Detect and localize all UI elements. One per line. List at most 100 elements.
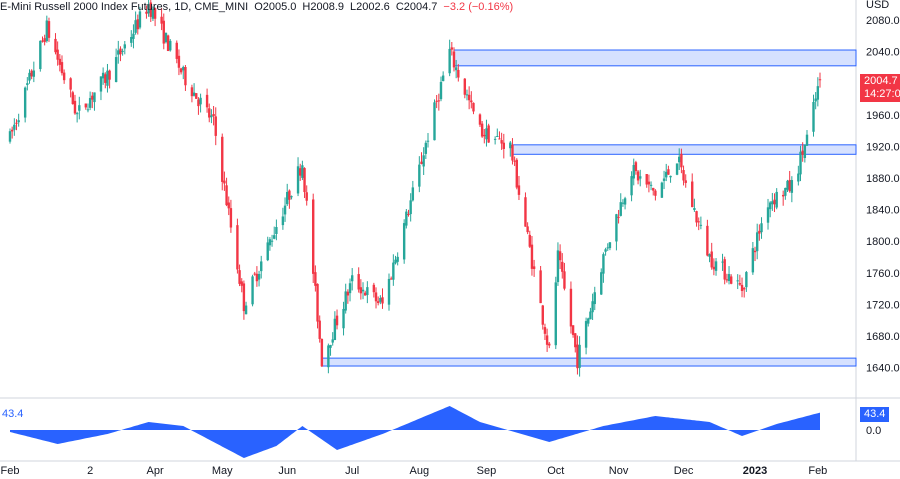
candle-body bbox=[617, 216, 620, 218]
candle-body bbox=[814, 98, 817, 102]
candle bbox=[695, 210, 698, 227]
candle bbox=[623, 196, 627, 210]
candle-body bbox=[591, 301, 594, 313]
candle bbox=[402, 219, 406, 264]
candle bbox=[498, 131, 501, 140]
candle bbox=[548, 341, 551, 349]
candle bbox=[574, 332, 577, 353]
candle bbox=[45, 15, 49, 43]
candle bbox=[331, 332, 334, 346]
candle-body bbox=[760, 223, 763, 233]
candle-body bbox=[571, 325, 575, 335]
candle bbox=[273, 226, 276, 240]
candle bbox=[184, 65, 187, 91]
candle-body bbox=[730, 276, 733, 284]
candle bbox=[654, 189, 657, 201]
candle-body bbox=[433, 102, 436, 141]
candle bbox=[775, 188, 778, 210]
candle bbox=[318, 315, 321, 343]
candle-body bbox=[621, 202, 625, 204]
candle bbox=[91, 92, 94, 109]
candle bbox=[463, 78, 467, 99]
candle-body bbox=[45, 20, 49, 42]
candle bbox=[153, 7, 157, 27]
candle bbox=[123, 41, 126, 55]
candle bbox=[210, 109, 213, 124]
candle bbox=[816, 77, 820, 107]
bar-countdown: 14:27:00 bbox=[864, 88, 900, 100]
candle bbox=[32, 61, 36, 83]
candle-body bbox=[296, 166, 300, 194]
candle bbox=[480, 121, 484, 138]
candle bbox=[665, 163, 668, 182]
candle bbox=[639, 169, 642, 187]
candle bbox=[166, 34, 170, 52]
candle-body bbox=[600, 272, 603, 295]
price-tick-label: 1640.0 bbox=[866, 363, 900, 375]
candle bbox=[104, 72, 107, 89]
candle-body bbox=[812, 101, 815, 132]
candle bbox=[799, 145, 802, 182]
candle bbox=[591, 293, 594, 320]
candle bbox=[15, 119, 18, 131]
candle bbox=[699, 216, 703, 230]
candle-body bbox=[402, 223, 406, 260]
oscillator-pane: 0.0 bbox=[10, 406, 881, 458]
candle bbox=[790, 176, 794, 203]
candle bbox=[238, 264, 241, 287]
candle-body bbox=[344, 291, 347, 311]
candle bbox=[515, 158, 518, 190]
candle bbox=[758, 224, 761, 241]
candle bbox=[751, 241, 755, 275]
candle bbox=[78, 96, 81, 120]
candle-body bbox=[467, 94, 471, 101]
candle bbox=[160, 8, 163, 31]
candle-body bbox=[771, 201, 774, 205]
candle-body bbox=[563, 271, 566, 289]
ohlc-open: O2005.0 bbox=[254, 1, 297, 13]
symbol-title[interactable]: E-Mini Russell 2000 Index Futures, 1D, C… bbox=[0, 1, 249, 13]
candle-body bbox=[435, 100, 438, 102]
candle-body bbox=[376, 301, 380, 304]
candle bbox=[407, 209, 410, 217]
candle bbox=[645, 173, 648, 188]
candle-body bbox=[511, 144, 514, 161]
candle-body bbox=[639, 176, 642, 179]
candle-body bbox=[78, 105, 81, 111]
candle bbox=[511, 138, 514, 165]
candle bbox=[134, 11, 137, 35]
candle bbox=[721, 253, 724, 271]
candle bbox=[509, 141, 512, 157]
candle bbox=[409, 193, 412, 222]
candle-body bbox=[420, 161, 423, 164]
candle-body bbox=[675, 163, 679, 175]
candle-body bbox=[526, 226, 529, 233]
candle-body bbox=[818, 79, 822, 81]
candle bbox=[433, 99, 436, 141]
candle-body bbox=[372, 284, 376, 293]
candle bbox=[589, 307, 592, 320]
candle-body bbox=[695, 211, 698, 223]
candle-body bbox=[721, 261, 724, 263]
candles bbox=[8, 0, 822, 377]
candle bbox=[30, 69, 33, 80]
candle bbox=[290, 195, 293, 200]
candle bbox=[740, 277, 744, 298]
candle bbox=[348, 278, 352, 302]
candle bbox=[71, 90, 75, 105]
candle-body bbox=[736, 280, 739, 282]
candle bbox=[760, 217, 763, 239]
candle-body bbox=[69, 78, 72, 90]
candle bbox=[736, 274, 739, 290]
candle bbox=[742, 286, 746, 298]
candle bbox=[526, 222, 529, 235]
candle bbox=[766, 198, 770, 230]
candle bbox=[381, 288, 384, 309]
candle bbox=[374, 287, 378, 309]
candle-body bbox=[320, 338, 324, 367]
candle-body bbox=[114, 57, 118, 83]
candle bbox=[730, 274, 733, 285]
candle-body bbox=[32, 70, 36, 77]
candle-body bbox=[62, 72, 66, 81]
